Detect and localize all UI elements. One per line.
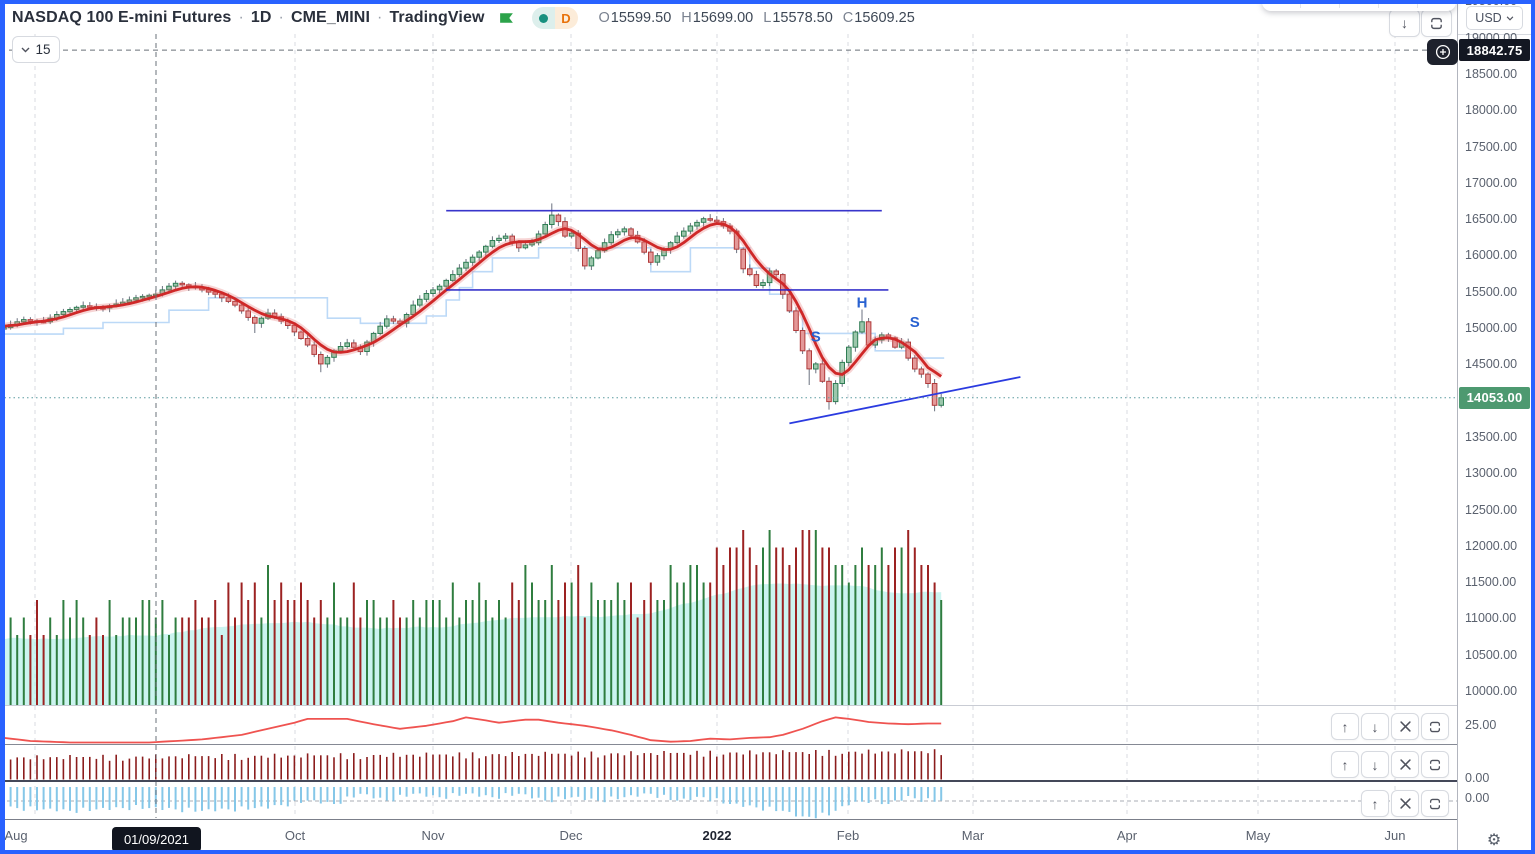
price-tick-label: 10000.00 [1465, 684, 1518, 698]
chevron-down-icon [1506, 15, 1514, 21]
time-tick-label: Oct [284, 828, 306, 843]
currency-selector[interactable]: USD [1466, 6, 1523, 30]
pane1-down-button[interactable]: ↓ [1361, 713, 1389, 740]
time-axis[interactable]: Aug Oct Nov Dec 2022 Feb Mar Apr May Jun [0, 820, 1457, 851]
pane2-up-button[interactable]: ↑ [1331, 751, 1359, 778]
platform-label: TradingView [389, 9, 485, 26]
open-value: 15599.50 [610, 10, 672, 26]
teal-dot-icon [531, 7, 555, 29]
arrow-up-icon: ↑ [1341, 756, 1349, 773]
arrow-up-icon: ↑ [1371, 795, 1379, 812]
pane1-up-button[interactable]: ↑ [1331, 713, 1359, 740]
price-tick-label: 13500.00 [1465, 429, 1518, 444]
maximize-icon [1429, 798, 1441, 809]
separator-dot: · [377, 9, 383, 26]
price-tick-label: 11500.00 [1465, 575, 1517, 590]
close-icon [1399, 798, 1411, 809]
arrow-down-icon: ↓ [1371, 756, 1379, 773]
svg-text:H: H [857, 294, 868, 311]
price-tick-label: 15000.00 [1465, 321, 1518, 336]
price-tick-label: 12500.00 [1465, 502, 1518, 517]
price-tick-label: 16500.00 [1465, 212, 1518, 227]
price-chart-svg[interactable]: S H S [0, 0, 1457, 820]
svg-text:S: S [811, 328, 821, 345]
low-value: 15578.50 [772, 10, 833, 26]
interval-label: 1D [250, 9, 272, 26]
interval-selector[interactable]: 15 [12, 36, 60, 63]
time-tick-label: Apr [1116, 828, 1138, 843]
last-price-badge: 14053.00 [1459, 386, 1530, 409]
scroll-down-button[interactable]: ↓ [1389, 9, 1420, 37]
symbol-legend[interactable]: NASDAQ 100 E-mini Futures · 1D · CME_MIN… [12, 7, 915, 29]
pane3-maximize-button[interactable] [1421, 790, 1449, 817]
price-tick-label: 17000.00 [1465, 175, 1518, 190]
maximize-icon [1429, 721, 1441, 732]
separator-dot: · [238, 9, 244, 26]
maximize-pane-button[interactable] [1421, 9, 1452, 37]
arrow-up-icon: ↑ [1341, 718, 1349, 735]
pane-separator[interactable] [0, 705, 1531, 706]
price-tick-label: 11000.00 [1465, 611, 1517, 626]
pane1-maximize-button[interactable] [1421, 713, 1449, 740]
maximize-icon [1431, 17, 1442, 29]
flag-icon[interactable] [498, 10, 515, 27]
chart-canvas[interactable]: S H S [0, 0, 1457, 820]
time-tick-label: Mar [961, 828, 985, 843]
plus-circle-icon [1435, 44, 1450, 60]
d-marker-icon: D [554, 7, 578, 29]
pane-separator[interactable] [0, 780, 1531, 782]
crosshair-date-badge: 01/09/2021 [112, 827, 201, 852]
maximize-icon [1429, 759, 1441, 770]
idea-markers[interactable]: D [531, 7, 578, 29]
price-tick-label: 12000.00 [1465, 538, 1518, 553]
price-tick-label: 14500.00 [1465, 357, 1518, 372]
arrow-down-icon: ↓ [1401, 15, 1408, 31]
pane2-down-button[interactable]: ↓ [1361, 751, 1389, 778]
ohlc-values: O 15599.50 H 15699.00 L 15578.50 C 15609.25 [598, 10, 915, 26]
pane2-maximize-button[interactable] [1421, 751, 1449, 778]
add-alert-plus-button[interactable] [1427, 39, 1458, 65]
price-tick-label: 18500.00 [1465, 67, 1518, 81]
symbol-title: NASDAQ 100 E-mini Futures [12, 9, 232, 26]
settings-gear-icon[interactable]: ⚙ [1486, 832, 1502, 849]
floating-toolbar-popup[interactable] [1262, 0, 1456, 11]
close-icon [1399, 759, 1411, 770]
price-axis[interactable]: USD 19500.00 19000.00 18500.00 18000.00 1750… [1457, 0, 1532, 851]
pane1-close-button[interactable] [1391, 713, 1419, 740]
pane3-up-button[interactable]: ↑ [1361, 790, 1389, 817]
close-icon [1399, 721, 1411, 732]
time-tick-label: Jun [1384, 828, 1406, 843]
chevron-down-icon [21, 47, 30, 52]
svg-text:S: S [910, 314, 920, 331]
price-tick-label: 17500.00 [1465, 139, 1518, 154]
price-tick-label: 16000.00 [1465, 248, 1518, 263]
crosshair-price-badge: 18842.75 [1459, 39, 1530, 62]
time-tick-label: Nov [421, 828, 445, 843]
separator-dot: · [278, 9, 284, 26]
price-tick-label: 15500.00 [1465, 284, 1518, 299]
indicator-value-label: 25.00 [1465, 718, 1497, 732]
time-tick-label: Aug [4, 828, 28, 843]
high-value: 15699.00 [692, 10, 754, 26]
indicator-value-label: 0.00 [1465, 791, 1490, 805]
indicator-zero-line [0, 744, 1531, 745]
axis-divider [1458, 34, 1532, 35]
price-tick-label: 13000.00 [1465, 466, 1518, 481]
time-tick-label: May [1245, 828, 1271, 843]
arrow-down-icon: ↓ [1371, 718, 1379, 735]
price-tick-label: 19500.00 [1465, 0, 1518, 9]
exchange-label: CME_MINI [290, 9, 370, 26]
time-tick-label: Dec [559, 828, 583, 843]
close-value: 15609.25 [854, 10, 915, 26]
time-tick-label: 2022 [702, 828, 732, 843]
pane2-close-button[interactable] [1391, 751, 1419, 778]
price-tick-label: 10500.00 [1465, 647, 1518, 662]
indicator-value-label: 0.00 [1465, 771, 1490, 785]
price-tick-label: 18000.00 [1465, 103, 1518, 118]
pane3-close-button[interactable] [1391, 790, 1419, 817]
time-tick-label: Feb [836, 828, 860, 843]
